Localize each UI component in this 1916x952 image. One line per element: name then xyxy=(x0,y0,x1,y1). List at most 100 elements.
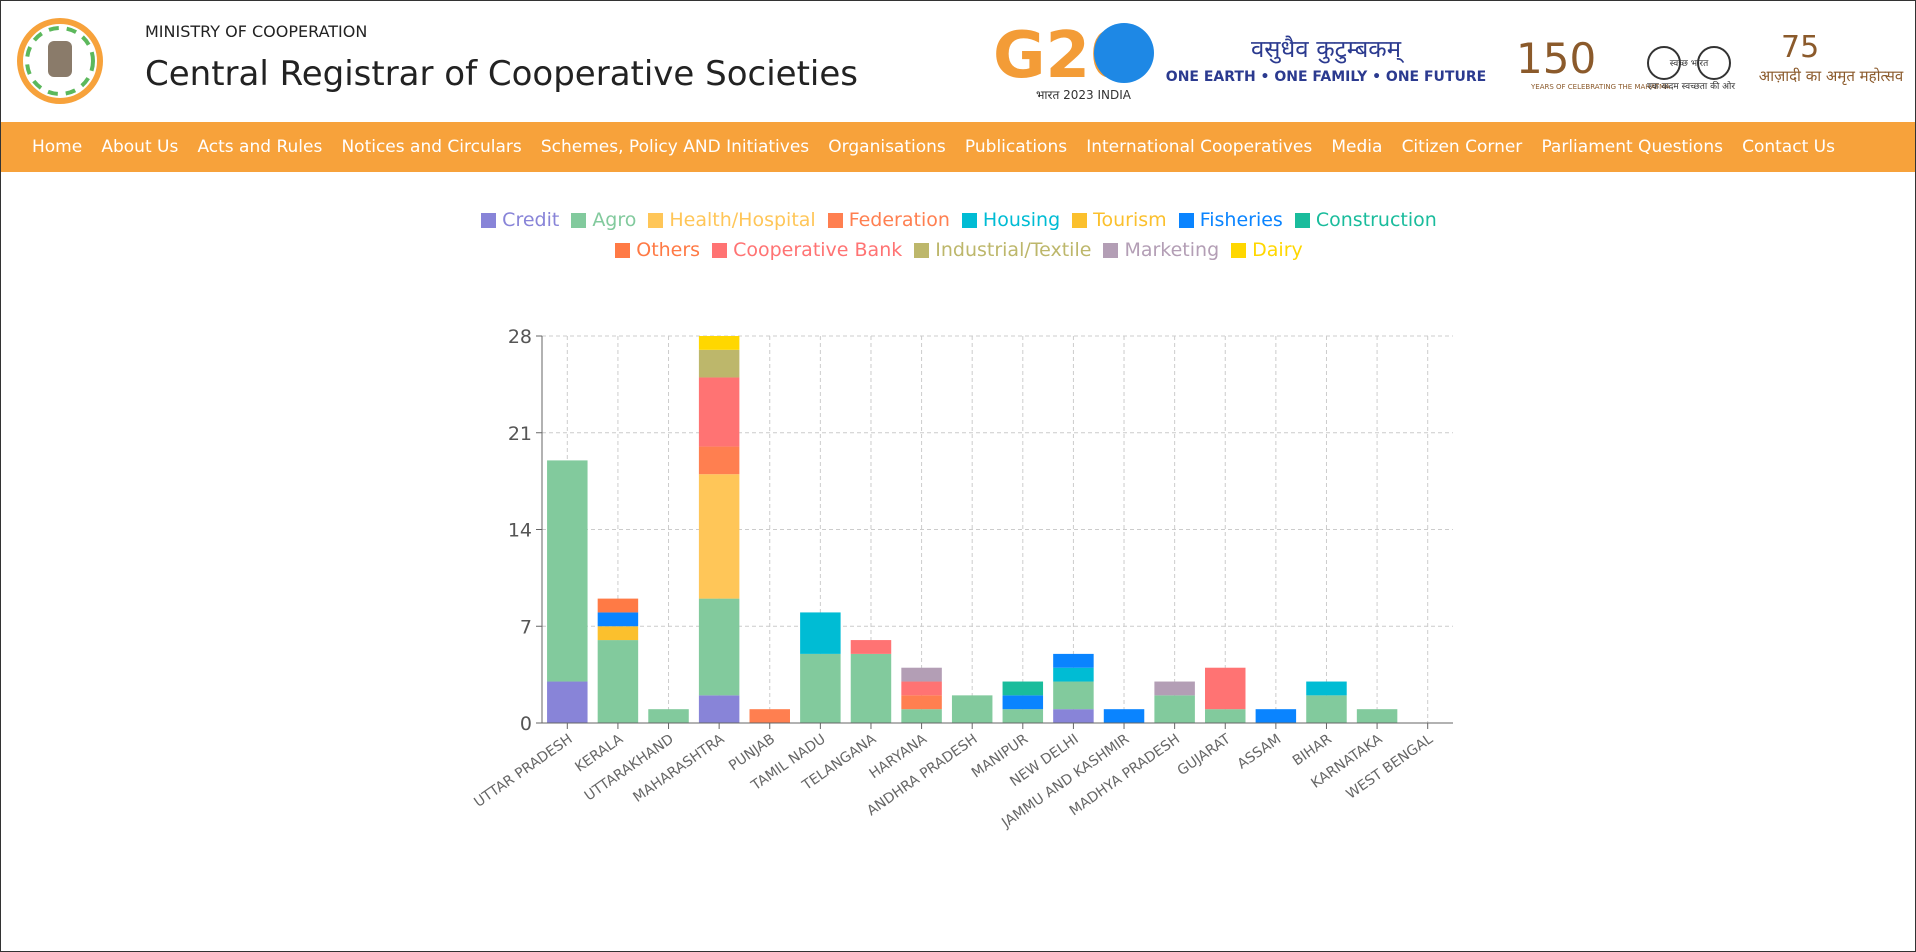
header: MINISTRY OF COOPERATION Central Registra… xyxy=(17,18,1904,104)
motto: ONE EARTH • ONE FAMILY • ONE FUTURE xyxy=(1166,69,1486,85)
legend-swatch xyxy=(1231,242,1247,258)
legend-swatch xyxy=(1072,212,1088,228)
nav-item[interactable]: International Cooperatives xyxy=(1086,137,1313,157)
y-tick-label: 7 xyxy=(520,616,532,638)
legend-label: Others xyxy=(636,239,701,261)
legend-item[interactable]: Marketing xyxy=(1103,239,1219,261)
bar-segment xyxy=(698,598,740,696)
legend-item[interactable]: Cooperative Bank xyxy=(712,239,902,261)
legend-item[interactable]: Agro xyxy=(571,209,636,231)
nav-item[interactable]: Media xyxy=(1331,137,1383,157)
legend-label: Federation xyxy=(848,209,950,231)
bar-segment xyxy=(597,598,639,613)
azadi-num: 75 xyxy=(1781,30,1819,65)
bar-segment xyxy=(901,681,942,696)
legend-label: Housing xyxy=(982,209,1061,231)
bar-segment xyxy=(698,446,740,475)
swachh-glass xyxy=(1697,46,1731,80)
bar-segment xyxy=(698,336,740,350)
bar-segment xyxy=(648,709,689,723)
bar-segment xyxy=(1255,709,1297,723)
legend-item[interactable]: Health/Hospital xyxy=(648,209,816,231)
nav-item[interactable]: Acts and Rules xyxy=(197,137,323,157)
nav-item[interactable]: Contact Us xyxy=(1742,137,1835,157)
bar-segment xyxy=(901,709,942,723)
swachh: स्वच्छ भारत xyxy=(1670,59,1709,69)
legend-swatch xyxy=(914,242,930,258)
bar-segment xyxy=(1002,681,1044,696)
x-tick-label: UTTAR PRADESH xyxy=(471,731,575,811)
mahatma-text: YEARS OF CELEBRATING THE MAHATMA xyxy=(1530,83,1670,91)
bar-segment xyxy=(1053,681,1094,710)
bar-segment xyxy=(1103,709,1145,723)
bar-segment xyxy=(597,612,639,627)
legend-label: Marketing xyxy=(1124,239,1220,261)
ministry: MINISTRY OF COOPERATION xyxy=(145,22,367,41)
legend-item[interactable]: Industrial/Textile xyxy=(914,239,1091,261)
bar-segment xyxy=(1356,709,1398,723)
nav-item[interactable]: Schemes, Policy AND Initiatives xyxy=(540,137,810,157)
bar-segment xyxy=(597,626,639,641)
nav-bar: Home About Us Acts and Rules Notices and Ci… xyxy=(1,122,1915,172)
legend-swatch xyxy=(827,212,843,228)
nav-item[interactable]: About Us xyxy=(101,137,179,157)
nav-item[interactable]: Organisations xyxy=(828,137,946,157)
nav-item[interactable]: Publications xyxy=(964,137,1068,157)
legend-item[interactable]: Housing xyxy=(961,209,1061,231)
y-tick-label: 0 xyxy=(520,713,532,735)
bar-segment xyxy=(1205,667,1246,710)
x-tick-label: ASSAM xyxy=(1235,731,1285,772)
legend-item[interactable]: Fisheries xyxy=(1178,209,1283,231)
legend-item[interactable]: Construction xyxy=(1294,209,1437,231)
legend-swatch xyxy=(712,242,728,258)
bar-segment xyxy=(1002,709,1044,723)
nav-item[interactable]: Home xyxy=(32,137,83,157)
bar-segment xyxy=(800,653,841,723)
legend-swatch xyxy=(1178,212,1194,228)
legend-swatch xyxy=(615,242,631,258)
bar-segment xyxy=(1002,695,1044,710)
legend-item[interactable]: Others xyxy=(615,239,700,261)
vasudhaiva: वसुधैव कुटुम्बकम् xyxy=(1251,35,1405,64)
legend-label: Cooperative Bank xyxy=(733,239,903,261)
bar-segment xyxy=(951,695,993,723)
legend-label: Construction xyxy=(1315,209,1437,231)
bar-segment xyxy=(1205,709,1246,723)
bar-segment xyxy=(901,695,942,710)
legend-label: Dairy xyxy=(1252,239,1303,261)
legend: Credit Agro Health/Hospital Federation Housi… xyxy=(469,209,1449,261)
x-tick-label: MAHARASHTRA xyxy=(630,731,727,806)
legend-item[interactable]: Federation xyxy=(827,209,950,231)
nav-item[interactable]: Notices and Circulars xyxy=(341,137,522,157)
legend-swatch xyxy=(481,212,497,228)
bar-segment xyxy=(698,695,740,723)
legend-label: Fisheries xyxy=(1199,209,1283,231)
legend-item[interactable]: Tourism xyxy=(1072,209,1167,231)
bar-segment xyxy=(749,709,790,723)
legend-swatch xyxy=(648,212,664,228)
legend-label: Credit xyxy=(502,209,560,231)
bar-segment xyxy=(547,681,588,723)
y-tick-label: 14 xyxy=(508,520,532,542)
nav-item[interactable]: Citizen Corner xyxy=(1401,137,1523,157)
legend-swatch xyxy=(1103,242,1119,258)
bar-segment xyxy=(698,377,740,447)
bar-segment xyxy=(547,460,588,682)
bar-segment xyxy=(698,474,740,599)
x-tick-label: UTTARAKHAND xyxy=(582,731,677,804)
bar-segment xyxy=(800,612,841,654)
emblem xyxy=(48,41,72,77)
mahatma-num: 150 xyxy=(1516,34,1596,83)
bar-segment xyxy=(1306,681,1347,696)
bar-segment xyxy=(698,349,740,378)
bar-segment xyxy=(1306,695,1347,723)
azadi-text: आज़ादी का अमृत महोत्सव xyxy=(1759,67,1904,86)
legend-label: Tourism xyxy=(1093,209,1167,231)
legend-item[interactable]: Dairy xyxy=(1231,239,1303,261)
bar-segment xyxy=(1154,695,1195,723)
bar-segment xyxy=(1053,667,1094,682)
legend-item[interactable]: Credit xyxy=(481,209,559,231)
nav-item[interactable]: Parliament Questions xyxy=(1541,137,1723,157)
